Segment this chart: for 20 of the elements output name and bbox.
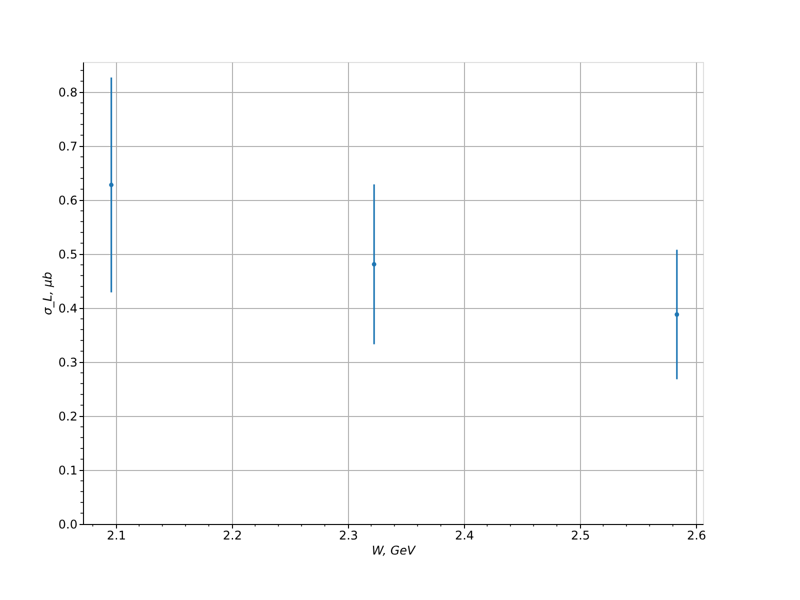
y-tick-label: 0.7	[58, 140, 78, 154]
y-tick-label: 0.4	[58, 302, 78, 316]
x-axis-title: W, GeV	[372, 544, 416, 558]
x-tick-label: 2.1	[106, 528, 126, 542]
y-tick-label: 0.5	[58, 248, 78, 262]
x-tick-label: 2.3	[338, 528, 358, 542]
y-tick-label: 0.1	[58, 464, 78, 478]
point	[109, 182, 114, 188]
point	[372, 262, 376, 267]
y-axis-title: σ_L, μb	[40, 272, 54, 316]
y-tick-label: 0.8	[58, 86, 78, 100]
y-tick-label: 0.0	[58, 518, 78, 532]
y-tick-label: 0.6	[58, 194, 78, 208]
x-tick-label: 2.4	[454, 528, 474, 542]
y-tick-label: 0.2	[58, 410, 78, 424]
x-tick-label: 2.2	[222, 528, 242, 542]
x-tick-label: 2.5	[570, 528, 590, 542]
y-tick-label: 0.3	[58, 356, 78, 370]
x-tick-label: 2.6	[686, 528, 706, 542]
point	[674, 312, 680, 317]
